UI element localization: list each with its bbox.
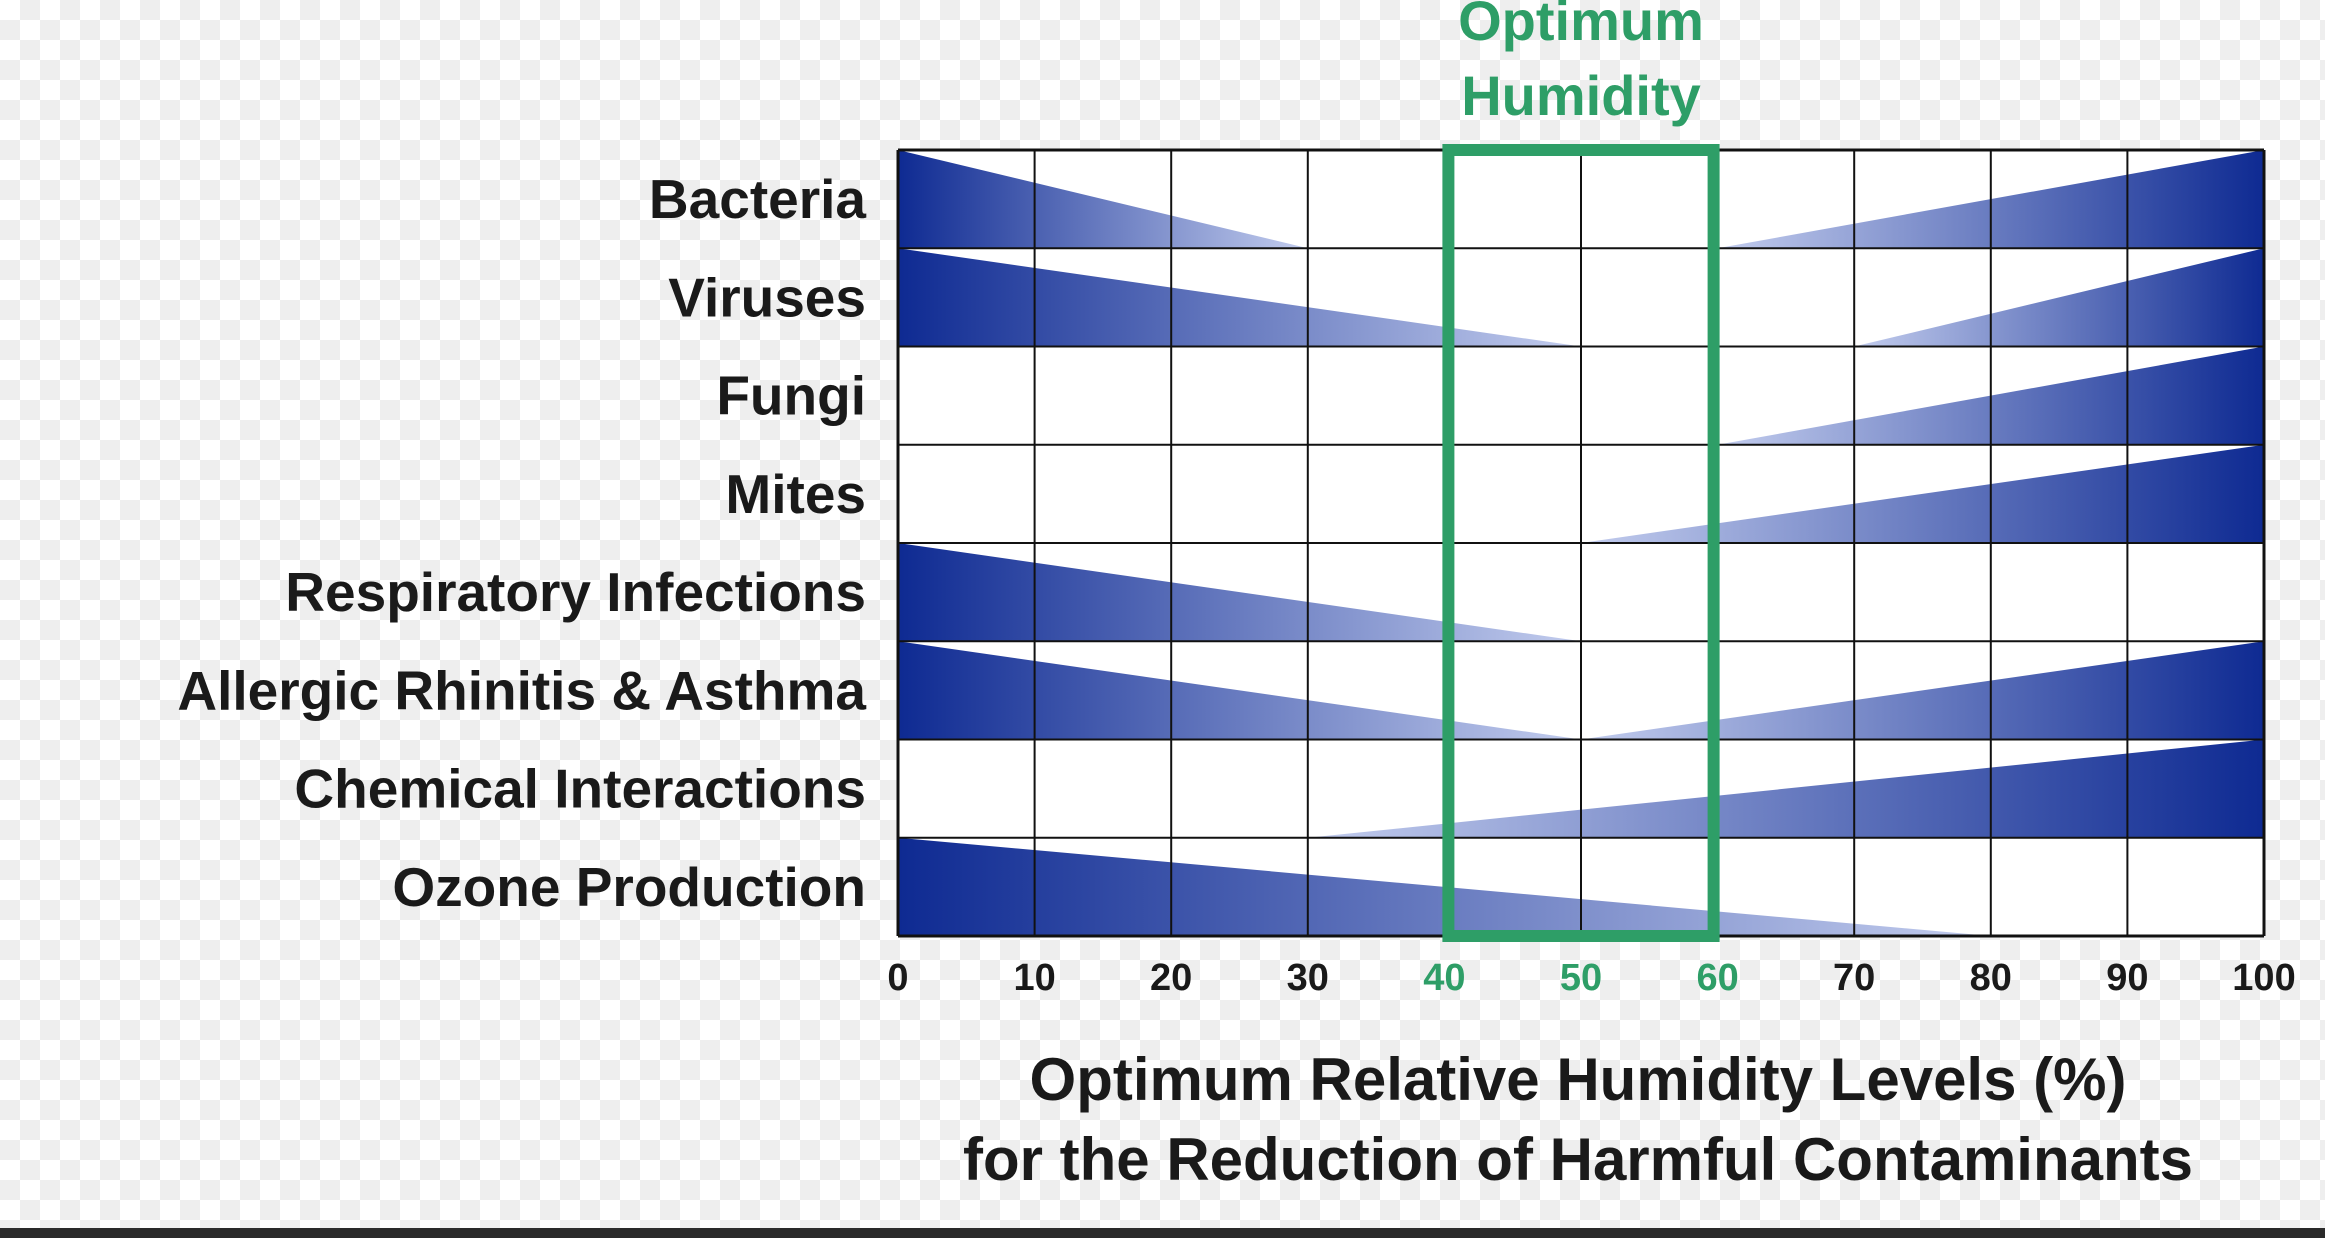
wedge-chemical-interactions xyxy=(1307,739,2264,838)
wedge-allergic-rhinitis-asthma xyxy=(898,641,1581,740)
wedge-mites xyxy=(1581,444,2264,543)
row-label: Chemical Interactions xyxy=(294,758,866,820)
x-tick-label: 60 xyxy=(1696,957,1738,999)
x-tick-label: 70 xyxy=(1833,957,1875,999)
bottom-edge-bar xyxy=(0,1228,2325,1238)
row-label: Respiratory Infections xyxy=(285,561,866,623)
row-label: Fungi xyxy=(716,365,866,427)
x-tick-label: 20 xyxy=(1150,957,1192,999)
x-axis-label: Optimum Relative Humidity Levels (%) xyxy=(1030,1046,2127,1113)
optimum-label-line2: Humidity xyxy=(1461,64,1701,127)
x-tick-label: 40 xyxy=(1423,957,1465,999)
wedge-viruses xyxy=(1854,248,2264,347)
x-tick-label: 30 xyxy=(1287,957,1329,999)
row-label: Mites xyxy=(725,463,866,525)
optimum-humidity-box xyxy=(1442,144,1720,942)
row-label: Allergic Rhinitis & Asthma xyxy=(177,659,866,721)
wedge-respiratory-infections xyxy=(898,543,1581,642)
wedge-allergic-rhinitis-asthma xyxy=(1581,641,2264,740)
optimum-label-line1: Optimum xyxy=(1458,0,1704,52)
row-label: Ozone Production xyxy=(392,856,866,918)
x-tick-label: 50 xyxy=(1560,957,1602,999)
wedge-bacteria xyxy=(898,150,1308,249)
x-tick-label: 100 xyxy=(2232,957,2295,999)
row-label: Viruses xyxy=(668,266,866,328)
row-labels: Bacteria Viruses Fungi Mites Respiratory Inf… xyxy=(177,168,866,918)
x-tick-label: 90 xyxy=(2106,957,2148,999)
x-tick-labels: 0 10 20 30 40 50 60 70 80 90 100 xyxy=(887,957,2295,999)
x-tick-label: 10 xyxy=(1013,957,1055,999)
x-axis-label-line2: for the Reduction of Harmful Contaminant… xyxy=(963,1126,2193,1193)
x-tick-label: 0 xyxy=(887,957,908,999)
row-label: Bacteria xyxy=(649,168,866,230)
x-tick-label: 80 xyxy=(1970,957,2012,999)
wedge-viruses xyxy=(898,248,1581,347)
